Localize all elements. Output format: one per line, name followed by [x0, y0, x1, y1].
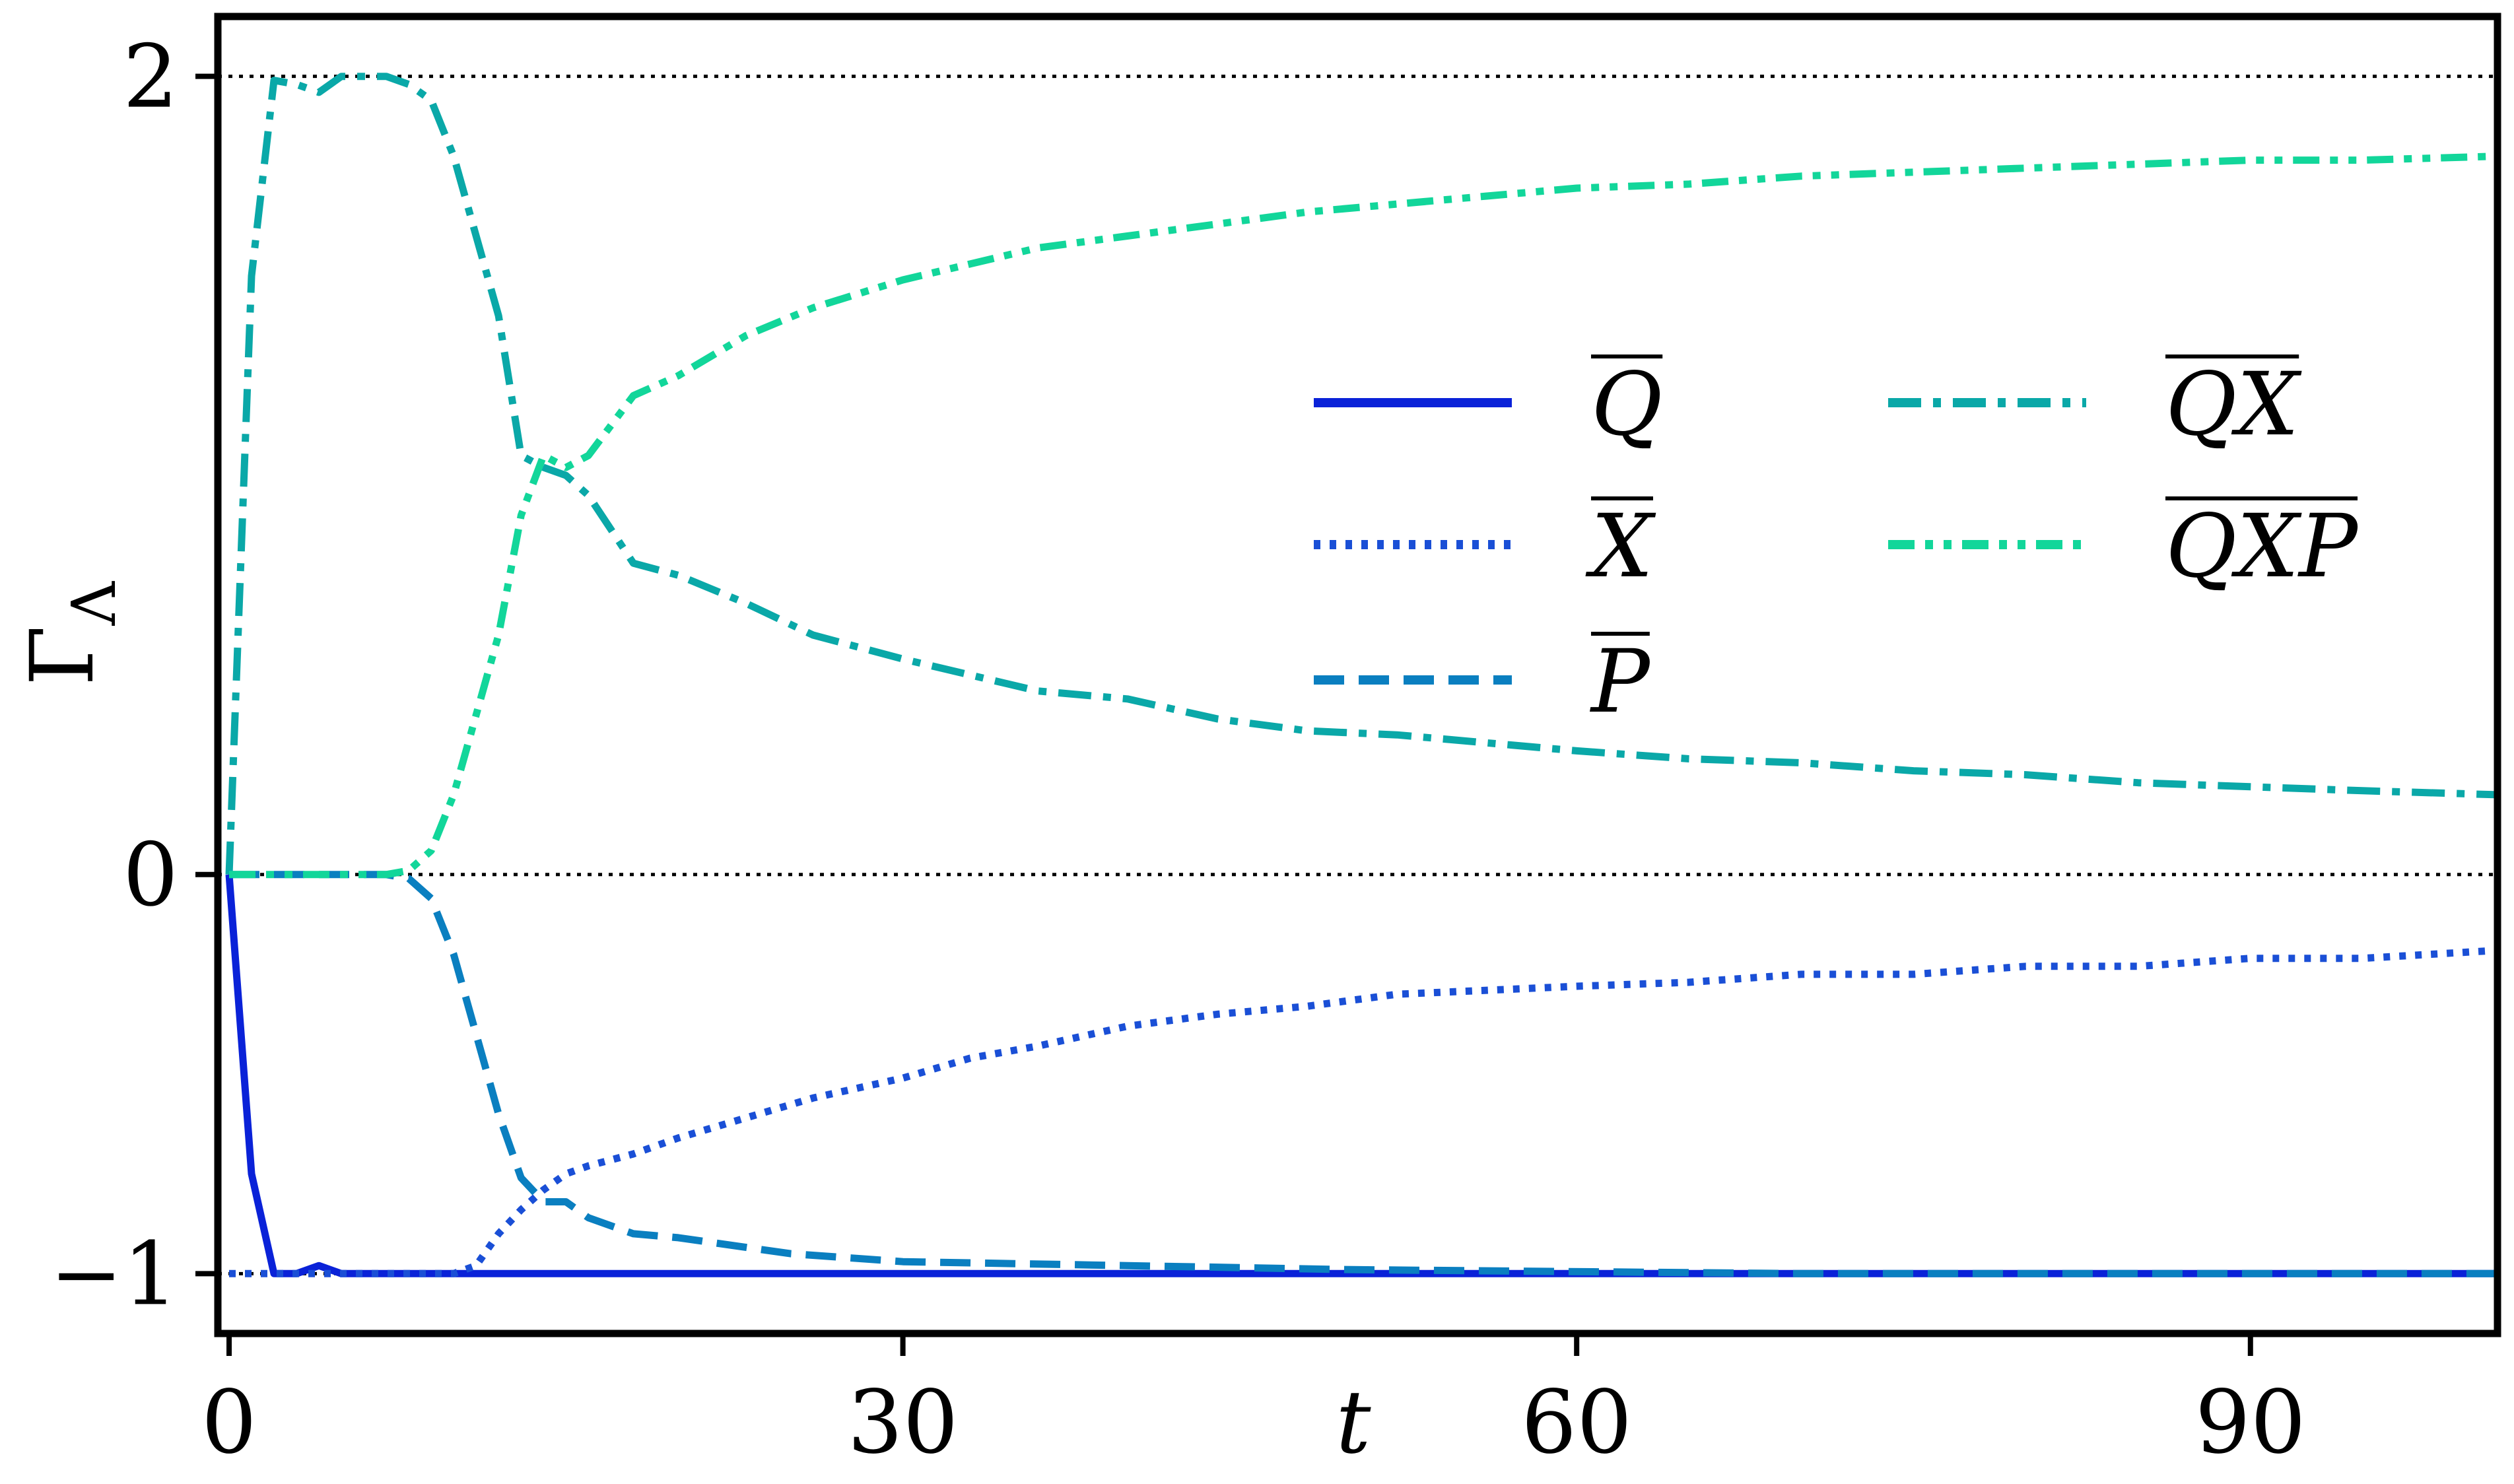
legend-label-qxp: QXP — [2165, 496, 2359, 597]
legend-label-qx: QX — [2165, 354, 2302, 455]
x-axis-label: t — [1336, 1372, 1371, 1473]
legend-label-p: P — [1590, 631, 1651, 733]
x-tick-label-60: 60 — [1521, 1372, 1632, 1473]
legend-label-q: Q — [1591, 354, 1662, 455]
series-line-x — [229, 947, 2498, 1277]
x-tick-label-30: 30 — [848, 1372, 959, 1473]
series-line-q — [225, 874, 2497, 1277]
series-line-p — [229, 871, 2497, 1277]
plot-frame — [214, 13, 2501, 1337]
y-tick-label-2: 2 — [123, 26, 178, 128]
series-layer — [225, 73, 2498, 1277]
axis-ticks: 0 30 60 90−102 — [50, 26, 2305, 1473]
series-line-qxp — [229, 152, 2498, 879]
y-tick-label--1: −1 — [50, 1223, 178, 1325]
series-line-qx — [225, 73, 2498, 875]
reference-lines — [218, 75, 2497, 1275]
y-axis-label: ΓΛ — [12, 580, 129, 686]
x-tick-label-90: 90 — [2195, 1372, 2306, 1473]
y-tick-label-0: 0 — [123, 825, 178, 926]
x-tick-label-0: 0 — [201, 1372, 257, 1473]
legend-label-x: X — [1585, 496, 1656, 597]
